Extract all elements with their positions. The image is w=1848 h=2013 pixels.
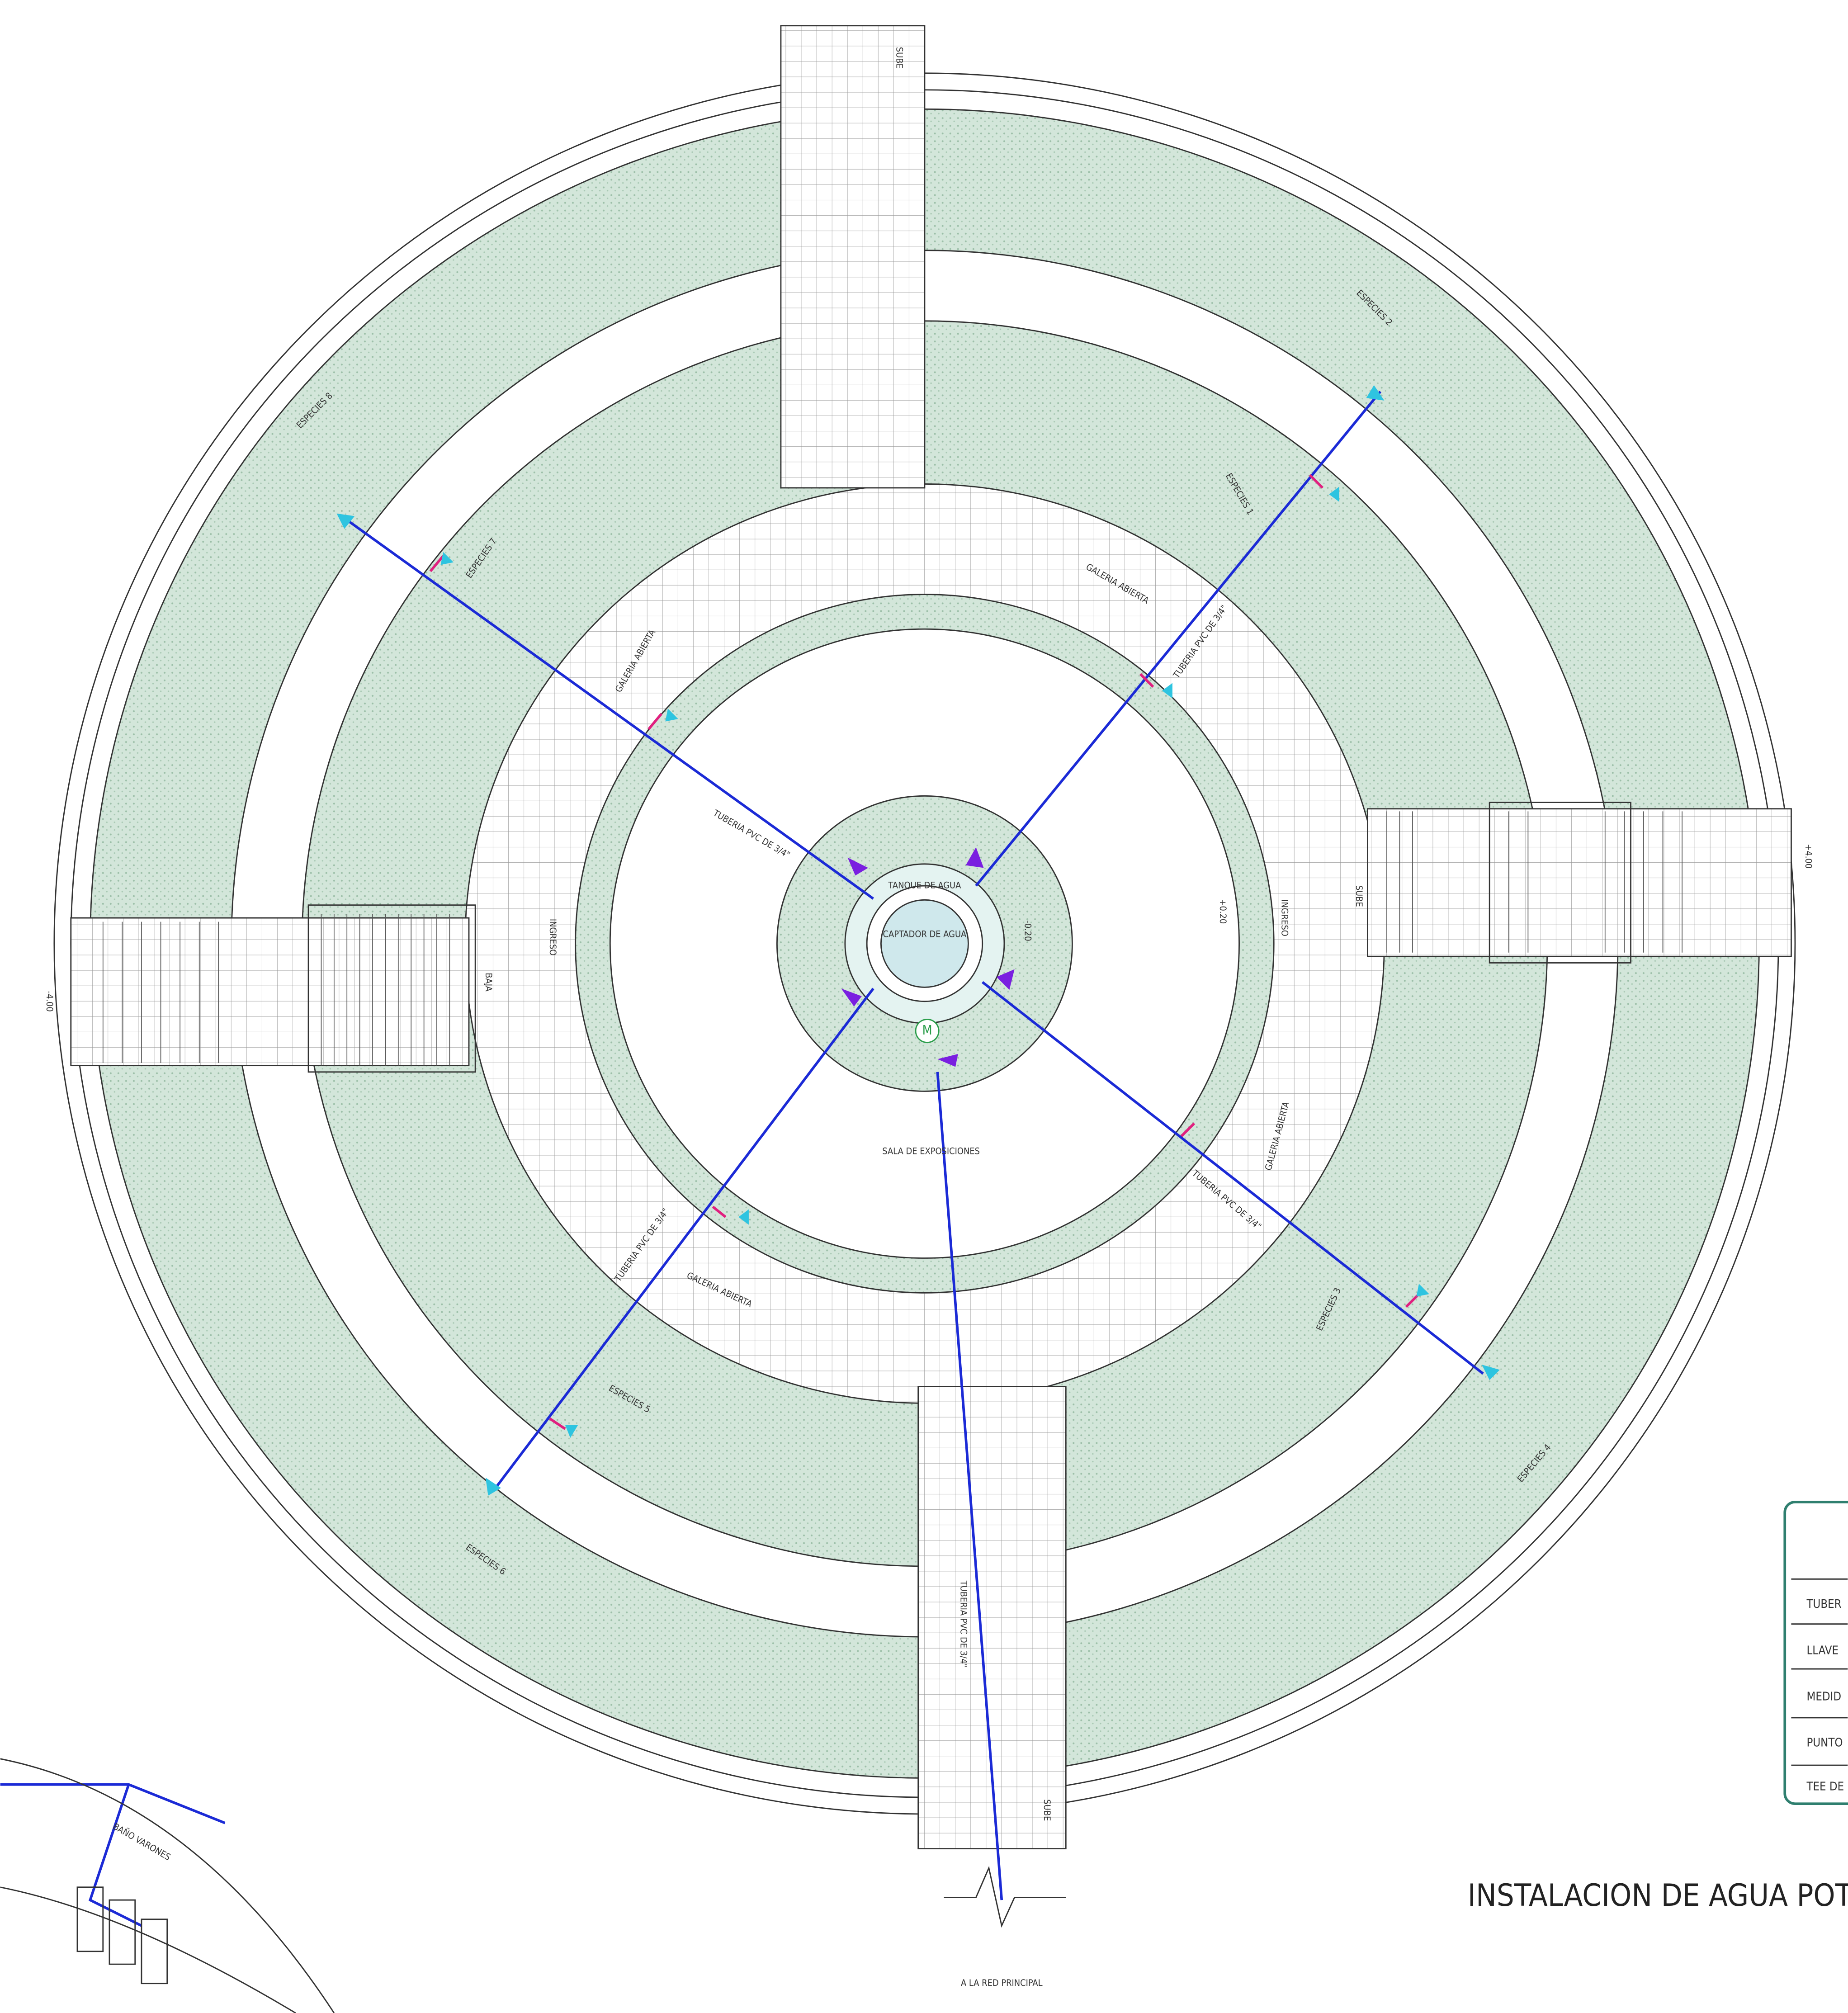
legend-row: LLAVE (1807, 1644, 1839, 1657)
legend-row: PUNTO (1807, 1736, 1843, 1750)
tank-label: TANQUE DE AGUA (888, 880, 962, 891)
level-label: -4.00 (44, 991, 55, 1012)
collector-label: CAPTADOR DE AGUA (883, 929, 967, 940)
bathroom (0, 1759, 334, 2013)
legend-row: TUBER (1806, 1597, 1842, 1611)
hall-label: SALA DE EXPOSICIONES (882, 1146, 980, 1156)
level-label: +0.20 (1218, 899, 1228, 924)
break-line (944, 1868, 1066, 1926)
bathroom-label: BAÑO VARONES (111, 1821, 173, 1863)
legend: TUBER LLAVE MEDID PUNTO TEE DE (1785, 1502, 1848, 1804)
stair-label: SUBE (894, 47, 905, 69)
pipe-label: TUBERIA PVC DE 3/4" (959, 1580, 969, 1668)
legend-row: TEE DE (1806, 1780, 1844, 1793)
network-label: A LA RED PRINCIPAL (961, 1978, 1043, 1988)
drawing-title: INSTALACION DE AGUA POTAB (1468, 1878, 1848, 1914)
stair-label: BAJA (483, 973, 494, 992)
entrance-label: INGRESO (548, 919, 558, 956)
meter-label: M (922, 1023, 932, 1038)
legend-row: MEDID (1807, 1690, 1842, 1704)
stair-label: SUBE (1354, 885, 1364, 907)
entrance-label: INGRESO (1279, 899, 1290, 936)
floor-plan: TANQUE DE AGUA CAPTADOR DE AGUA M SALA D… (0, 0, 1848, 2013)
stair-label: SUBE (1042, 1799, 1052, 1821)
level-label: +4.00 (1803, 844, 1814, 869)
level-label: -0.20 (1023, 920, 1033, 941)
